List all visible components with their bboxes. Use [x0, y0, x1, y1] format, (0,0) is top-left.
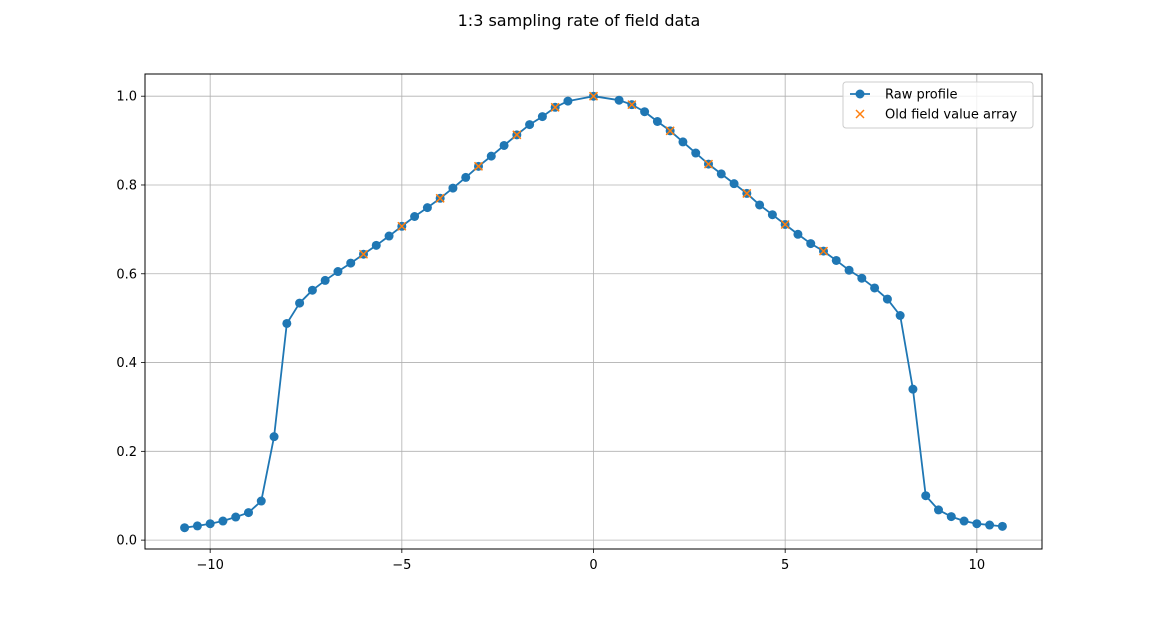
raw-profile-point	[244, 508, 253, 518]
raw-profile-point	[870, 283, 880, 293]
old-field-value-point	[473, 161, 484, 171]
old-field-value-point	[397, 221, 407, 231]
legend-marker-handle	[855, 89, 865, 99]
old-field-value-point	[780, 219, 790, 230]
raw-profile-point	[180, 523, 190, 533]
raw-profile-point	[205, 519, 215, 529]
raw-profile-point	[985, 520, 995, 530]
raw-profile-point	[218, 516, 228, 526]
raw-profile-point	[333, 267, 343, 277]
x-tick-label: 10	[969, 558, 986, 573]
raw-profile-point	[908, 384, 918, 394]
old-field-value-point	[742, 188, 752, 198]
x-tick-label: −10	[196, 558, 223, 573]
old-field-value-point	[550, 102, 560, 112]
old-field-value-point	[665, 126, 675, 136]
y-tick-label: 1.0	[116, 90, 137, 105]
raw-profile-point	[499, 140, 509, 150]
raw-profile-point	[729, 179, 739, 189]
old-field-value-point	[627, 100, 637, 110]
raw-profile-point	[767, 210, 777, 220]
raw-profile-point	[269, 432, 279, 442]
legend-label: Old field value array	[885, 108, 1017, 123]
raw-profile-point	[320, 275, 330, 285]
raw-profile-point	[921, 491, 931, 501]
raw-profile-point	[652, 117, 662, 126]
tick-layer: −10 −5 0 5 10 0.0 0.2 0.4 0.6 0.8 1.0	[116, 90, 985, 573]
y-tick-label: 0.8	[116, 178, 137, 193]
raw-profile-point	[640, 107, 650, 117]
raw-profile-point	[691, 148, 701, 158]
raw-profile-point	[231, 512, 241, 522]
raw-profile-point	[563, 96, 573, 106]
raw-profile-point	[806, 239, 816, 249]
raw-profile-point	[934, 505, 943, 515]
raw-profile-point	[972, 519, 982, 529]
raw-profile-point	[882, 294, 892, 304]
raw-profile-point	[857, 273, 867, 283]
chart-title: 1:3 sampling rate of field data	[458, 11, 701, 30]
raw-profile-point	[537, 112, 547, 122]
legend-box	[842, 81, 1034, 129]
x-tick-label: 5	[781, 558, 789, 573]
legend: Raw profile Old field value array	[842, 81, 1034, 129]
raw-profile-point	[678, 137, 688, 147]
raw-profile-point	[448, 183, 458, 193]
raw-profile-point	[716, 169, 726, 179]
old-field-value-point	[512, 130, 522, 140]
raw-profile-point	[755, 200, 765, 210]
old-field-value-point	[703, 159, 714, 169]
y-tick-label: 0.0	[116, 534, 137, 549]
raw-profile-point	[831, 255, 841, 265]
raw-profile-point	[410, 212, 420, 221]
plot-layer	[180, 91, 1007, 533]
raw-profile-point	[384, 231, 394, 241]
old-field-value-point	[358, 249, 369, 259]
legend-x-marker-handle	[855, 109, 865, 119]
y-tick-label: 0.6	[116, 267, 137, 282]
raw-profile-point	[256, 496, 266, 506]
raw-profile-point	[295, 298, 305, 308]
raw-profile-point	[307, 285, 317, 295]
x-tick-label: −5	[392, 558, 411, 573]
raw-profile-point	[371, 240, 381, 250]
x-tick-label: 0	[589, 558, 597, 573]
old-field-value-point	[818, 246, 829, 256]
raw-profile-point	[946, 512, 956, 522]
raw-profile-point	[997, 521, 1007, 531]
raw-profile-point	[844, 265, 854, 275]
raw-profile-point	[422, 203, 432, 213]
legend-label: Raw profile	[885, 88, 958, 103]
raw-profile-point	[793, 229, 803, 239]
raw-profile-point	[192, 521, 202, 531]
raw-profile-point	[346, 258, 356, 268]
raw-profile-point	[895, 310, 905, 320]
old-field-value-point	[435, 193, 445, 203]
raw-profile-point	[461, 172, 471, 182]
raw-profile-point	[614, 95, 624, 105]
raw-profile-point	[959, 516, 969, 526]
raw-profile-point	[486, 151, 496, 161]
y-tick-label: 0.4	[116, 356, 137, 371]
raw-profile-point	[282, 318, 292, 328]
old-field-value-point	[588, 91, 599, 101]
y-tick-label: 0.2	[116, 445, 137, 460]
raw-profile-point	[525, 120, 535, 130]
